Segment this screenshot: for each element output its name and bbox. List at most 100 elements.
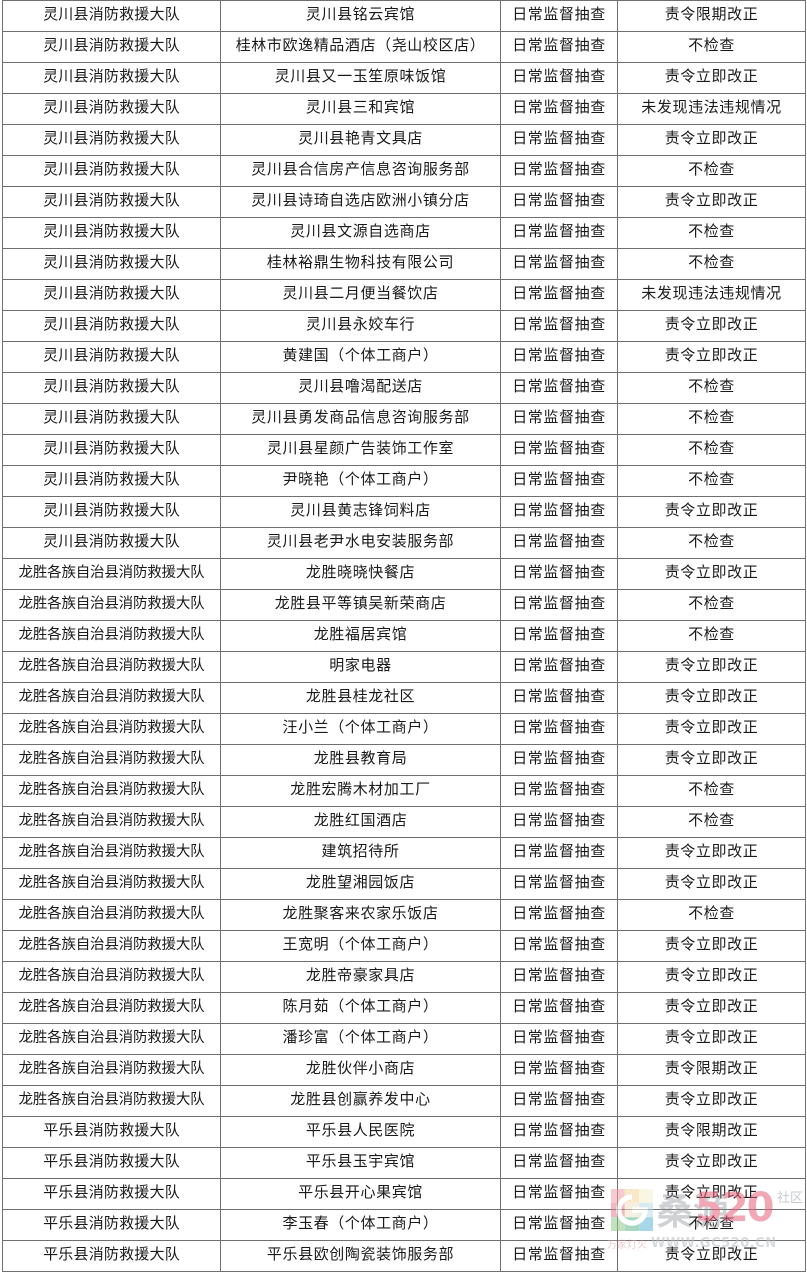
cell-enforcement-unit: 龙胜各族自治县消防救援大队 [2,1054,221,1086]
table-row: 灵川县消防救援大队 灵川县文源自选商店 日常监督抽查 不检查 [2,217,806,249]
cell-inspection-target: 灵川县三和宾馆 [220,93,501,125]
cell-enforcement-unit: 平乐县消防救援大队 [2,1147,221,1179]
table-row: 平乐县消防救援大队 平乐县欧创陶瓷装饰服务部 日常监督抽查 责令立即改正 [2,1240,806,1272]
cell-inspection-result: 不检查 [617,465,806,497]
table-row: 灵川县消防救援大队 桂林市欧逸精品酒店（尧山校区店） 日常监督抽查 不检查 [2,31,806,63]
table-row: 灵川县消防救援大队 灵川县老尹水电安装服务部 日常监督抽查 不检查 [2,527,806,559]
cell-inspection-result: 责令立即改正 [617,310,806,342]
cell-inspection-result: 不检查 [617,899,806,931]
cell-enforcement-unit: 灵川县消防救援大队 [2,93,221,125]
cell-inspection-type: 日常监督抽查 [500,589,618,621]
cell-inspection-type: 日常监督抽查 [500,1178,618,1210]
cell-inspection-target: 平乐县开心果宾馆 [220,1178,501,1210]
cell-inspection-type: 日常监督抽查 [500,961,618,993]
cell-enforcement-unit: 龙胜各族自治县消防救援大队 [2,1085,221,1117]
cell-inspection-target: 灵川县老尹水电安装服务部 [220,527,501,559]
cell-inspection-result: 责令立即改正 [617,930,806,962]
cell-inspection-type: 日常监督抽查 [500,341,618,373]
cell-inspection-target: 灵川县黄志锋饲料店 [220,496,501,528]
cell-inspection-target: 灵川县永姣车行 [220,310,501,342]
cell-inspection-result: 责令立即改正 [617,744,806,776]
cell-enforcement-unit: 灵川县消防救援大队 [2,217,221,249]
cell-inspection-result: 责令立即改正 [617,682,806,714]
cell-inspection-target: 龙胜县创赢养发中心 [220,1085,501,1117]
table-row: 龙胜各族自治县消防救援大队 龙胜县创赢养发中心 日常监督抽查 责令立即改正 [2,1085,806,1117]
cell-inspection-target: 龙胜望湘园饭店 [220,868,501,900]
cell-inspection-target: 灵川县文源自选商店 [220,217,501,249]
cell-inspection-type: 日常监督抽查 [500,248,618,280]
cell-inspection-type: 日常监督抽查 [500,1147,618,1179]
table-row: 龙胜各族自治县消防救援大队 龙胜望湘园饭店 日常监督抽查 责令立即改正 [2,868,806,900]
cell-inspection-result: 责令限期改正 [617,1054,806,1086]
cell-inspection-target: 龙胜晓晓快餐店 [220,558,501,590]
cell-inspection-type: 日常监督抽查 [500,775,618,807]
table-row: 灵川县消防救援大队 灵川县合信房产信息咨询服务部 日常监督抽查 不检查 [2,155,806,187]
cell-inspection-result: 不检查 [617,434,806,466]
table-row: 龙胜各族自治县消防救援大队 潘珍富（个体工商户） 日常监督抽查 责令立即改正 [2,1023,806,1055]
cell-inspection-result: 不检查 [617,1209,806,1241]
cell-inspection-result: 责令立即改正 [617,62,806,94]
table-row: 龙胜各族自治县消防救援大队 汪小兰（个体工商户） 日常监督抽查 责令立即改正 [2,713,806,745]
cell-enforcement-unit: 龙胜各族自治县消防救援大队 [2,806,221,838]
cell-inspection-type: 日常监督抽查 [500,0,618,32]
cell-enforcement-unit: 龙胜各族自治县消防救援大队 [2,837,221,869]
cell-inspection-result: 责令立即改正 [617,496,806,528]
cell-inspection-type: 日常监督抽查 [500,1085,618,1117]
cell-inspection-result: 责令立即改正 [617,1085,806,1117]
cell-inspection-type: 日常监督抽查 [500,713,618,745]
cell-inspection-result: 责令立即改正 [617,651,806,683]
cell-inspection-result: 责令立即改正 [617,961,806,993]
cell-inspection-type: 日常监督抽查 [500,403,618,435]
cell-inspection-result: 责令立即改正 [617,558,806,590]
cell-inspection-result: 责令立即改正 [617,341,806,373]
table-row: 龙胜各族自治县消防救援大队 龙胜福居宾馆 日常监督抽查 不检查 [2,620,806,652]
cell-inspection-target: 灵川县铭云宾馆 [220,0,501,32]
cell-inspection-type: 日常监督抽查 [500,124,618,156]
cell-inspection-target: 龙胜宏腾木材加工厂 [220,775,501,807]
cell-inspection-type: 日常监督抽查 [500,744,618,776]
table-row: 龙胜各族自治县消防救援大队 龙胜红国酒店 日常监督抽查 不检查 [2,806,806,838]
cell-enforcement-unit: 灵川县消防救援大队 [2,279,221,311]
table-row: 灵川县消防救援大队 灵川县又一玉笙原味饭馆 日常监督抽查 责令立即改正 [2,62,806,94]
cell-enforcement-unit: 平乐县消防救援大队 [2,1178,221,1210]
cell-enforcement-unit: 龙胜各族自治县消防救援大队 [2,713,221,745]
cell-inspection-target: 桂林市欧逸精品酒店（尧山校区店） [220,31,501,63]
cell-inspection-type: 日常监督抽查 [500,310,618,342]
table-row: 龙胜各族自治县消防救援大队 龙胜帝豪家具店 日常监督抽查 责令立即改正 [2,961,806,993]
cell-inspection-result: 责令立即改正 [617,1240,806,1272]
cell-inspection-type: 日常监督抽查 [500,93,618,125]
cell-enforcement-unit: 平乐县消防救援大队 [2,1240,221,1272]
cell-inspection-target: 龙胜帝豪家具店 [220,961,501,993]
cell-enforcement-unit: 龙胜各族自治县消防救援大队 [2,930,221,962]
cell-inspection-target: 龙胜红国酒店 [220,806,501,838]
table-row: 灵川县消防救援大队 黄建国（个体工商户） 日常监督抽查 责令立即改正 [2,341,806,373]
cell-enforcement-unit: 灵川县消防救援大队 [2,62,221,94]
cell-inspection-type: 日常监督抽查 [500,899,618,931]
cell-enforcement-unit: 灵川县消防救援大队 [2,248,221,280]
cell-inspection-target: 尹晓艳（个体工商户） [220,465,501,497]
cell-inspection-type: 日常监督抽查 [500,434,618,466]
table-row: 平乐县消防救援大队 平乐县人民医院 日常监督抽查 责令限期改正 [2,1116,806,1148]
cell-enforcement-unit: 龙胜各族自治县消防救援大队 [2,992,221,1024]
cell-inspection-type: 日常监督抽查 [500,930,618,962]
cell-inspection-target: 桂林裕鼎生物科技有限公司 [220,248,501,280]
table-row: 灵川县消防救援大队 灵川县噜渴配送店 日常监督抽查 不检查 [2,372,806,404]
cell-enforcement-unit: 灵川县消防救援大队 [2,31,221,63]
cell-inspection-type: 日常监督抽查 [500,372,618,404]
cell-inspection-result: 责令立即改正 [617,186,806,218]
cell-enforcement-unit: 平乐县消防救援大队 [2,1116,221,1148]
cell-inspection-result: 未发现违法违规情况 [617,279,806,311]
table-row: 平乐县消防救援大队 李玉春（个体工商户） 日常监督抽查 不检查 [2,1209,806,1241]
cell-inspection-target: 平乐县欧创陶瓷装饰服务部 [220,1240,501,1272]
cell-inspection-result: 不检查 [617,372,806,404]
table-row: 灵川县消防救援大队 桂林裕鼎生物科技有限公司 日常监督抽查 不检查 [2,248,806,280]
cell-inspection-type: 日常监督抽查 [500,279,618,311]
cell-inspection-target: 龙胜县教育局 [220,744,501,776]
table-row: 龙胜各族自治县消防救援大队 明家电器 日常监督抽查 责令立即改正 [2,651,806,683]
cell-inspection-result: 不检查 [617,31,806,63]
table-row: 龙胜各族自治县消防救援大队 龙胜宏腾木材加工厂 日常监督抽查 不检查 [2,775,806,807]
cell-inspection-result: 不检查 [617,155,806,187]
cell-inspection-target: 灵川县噜渴配送店 [220,372,501,404]
